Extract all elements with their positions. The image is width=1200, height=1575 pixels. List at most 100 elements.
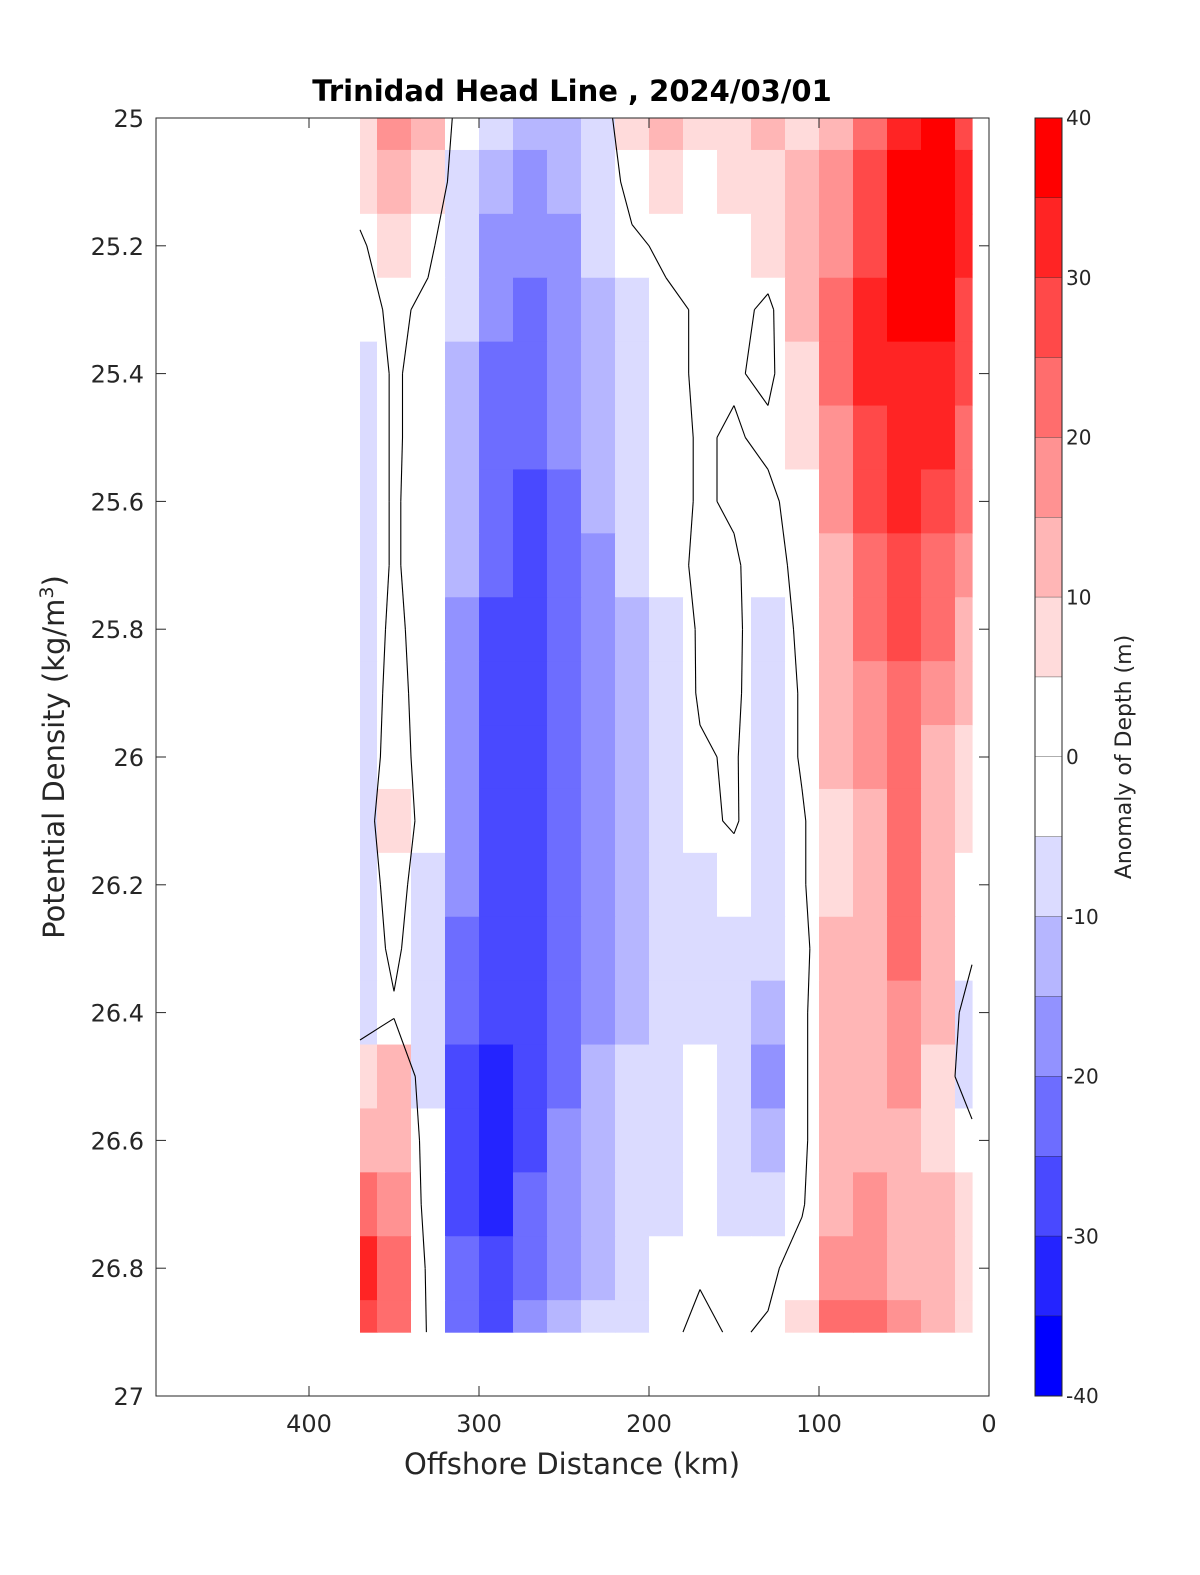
contour-cell (581, 405, 616, 471)
contour-cell (513, 277, 548, 343)
zero-contour-segment (694, 629, 697, 694)
contour-cell (615, 1108, 650, 1173)
contour-cell (547, 213, 582, 279)
contour-cell (445, 661, 480, 726)
contour-cell (615, 277, 650, 343)
contour-cell (853, 1236, 888, 1301)
contour-cell (717, 788, 752, 854)
contour-cell (751, 661, 786, 726)
contour-cell (921, 852, 956, 918)
contour-cell (955, 213, 973, 279)
zero-contour-segment (801, 1204, 806, 1218)
contour-cell (649, 118, 684, 151)
contour-cell (785, 916, 820, 982)
contour-cell (411, 118, 446, 151)
contour-cell (785, 788, 820, 854)
contour-cell (581, 725, 616, 790)
contour-cell (513, 852, 548, 918)
y-tick-label: 25 (113, 105, 144, 133)
contour-cell (887, 1172, 922, 1237)
contour-cell (921, 725, 956, 790)
contour-cell (887, 852, 922, 918)
contour-cell (377, 149, 412, 215)
contour-cell (445, 469, 480, 534)
contour-cell (819, 341, 854, 407)
contour-cell (921, 213, 956, 279)
contour-cell (547, 118, 582, 151)
colorbar-tick-label: 20 (1066, 426, 1091, 450)
contour-cell (377, 533, 412, 598)
contour-cell (921, 1300, 956, 1333)
contour-cell (717, 597, 752, 662)
zero-contour-segment (753, 293, 769, 311)
y-tick-label: 26 (113, 744, 144, 772)
colorbar-swatch (1035, 1156, 1062, 1237)
contour-cell (445, 277, 480, 343)
zero-contour-segment (733, 820, 740, 834)
zero-contour-segment (778, 1216, 803, 1269)
contour-cell (377, 1172, 412, 1237)
zero-contour-segment (688, 501, 694, 566)
colorbar-swatch (1035, 357, 1062, 438)
contour-cell (547, 149, 582, 215)
contour-cell (921, 533, 956, 598)
contour-cell (411, 277, 446, 343)
contour-cell (411, 341, 446, 407)
contour-cell (411, 213, 446, 279)
zero-contour-segment (804, 1140, 809, 1205)
contour-cell (411, 597, 446, 662)
contour-cell (683, 980, 718, 1046)
contour-cell (411, 725, 446, 790)
contour-cell (751, 213, 786, 279)
contour-cell (785, 980, 820, 1046)
contour-cell (360, 852, 378, 918)
contour-cell (955, 916, 973, 982)
zero-contour-segment (665, 277, 690, 311)
contour-cell (649, 980, 684, 1046)
contour-cell (683, 597, 718, 662)
contour-cell (479, 405, 514, 471)
contour-cell (921, 661, 956, 726)
contour-cell (853, 341, 888, 407)
contour-cell (377, 405, 412, 471)
zero-contour-segment (366, 245, 384, 310)
contour-cell (683, 852, 718, 918)
contour-cell (819, 469, 854, 534)
contour-cell (479, 725, 514, 790)
zero-contour-segment (750, 1310, 769, 1333)
x-axis-ticks: 400 300 200 100 0 (286, 118, 997, 1438)
contour-cell (887, 277, 922, 343)
contour-cell (751, 1172, 786, 1237)
contour-cell (683, 661, 718, 726)
contour-cell (717, 118, 752, 151)
contour-cell (360, 725, 378, 790)
contour-cell (581, 1300, 616, 1333)
zero-contour-segment (797, 756, 803, 790)
zero-contour-segment (741, 629, 744, 694)
contour-cell (887, 1044, 922, 1110)
contour-cell (445, 788, 480, 854)
contour-cell (887, 118, 922, 151)
contour-cell (360, 1172, 378, 1237)
y-tick-label: 25.4 (91, 361, 144, 389)
contour-cell (479, 1108, 514, 1173)
y-tick-label: 25.2 (91, 233, 144, 261)
colorbar-tick-label: -10 (1066, 905, 1099, 929)
contour-cell (411, 788, 446, 854)
contour-cell (853, 118, 888, 151)
zero-contour-segment (393, 1018, 416, 1077)
colorbar-frame (1034, 117, 1063, 1397)
contour-cell (377, 213, 412, 279)
contour-cell (785, 277, 820, 343)
contour-cell (479, 852, 514, 918)
contour-cell (615, 916, 650, 982)
contour-cell (445, 916, 480, 982)
contour-cell (819, 916, 854, 982)
colorbar-ticks: 40 30 20 10 0 -10 -20 -30 -40 (1066, 106, 1099, 1408)
contour-cell (360, 341, 378, 407)
contour-cell (445, 852, 480, 918)
contour-cell (479, 469, 514, 534)
plot-area: 400 300 200 100 0 25 25.2 25.4 25.6 25.8 26 26.2 26… (91, 105, 997, 1438)
contour-cell (649, 341, 684, 407)
zero-contour-segment (424, 1268, 427, 1333)
